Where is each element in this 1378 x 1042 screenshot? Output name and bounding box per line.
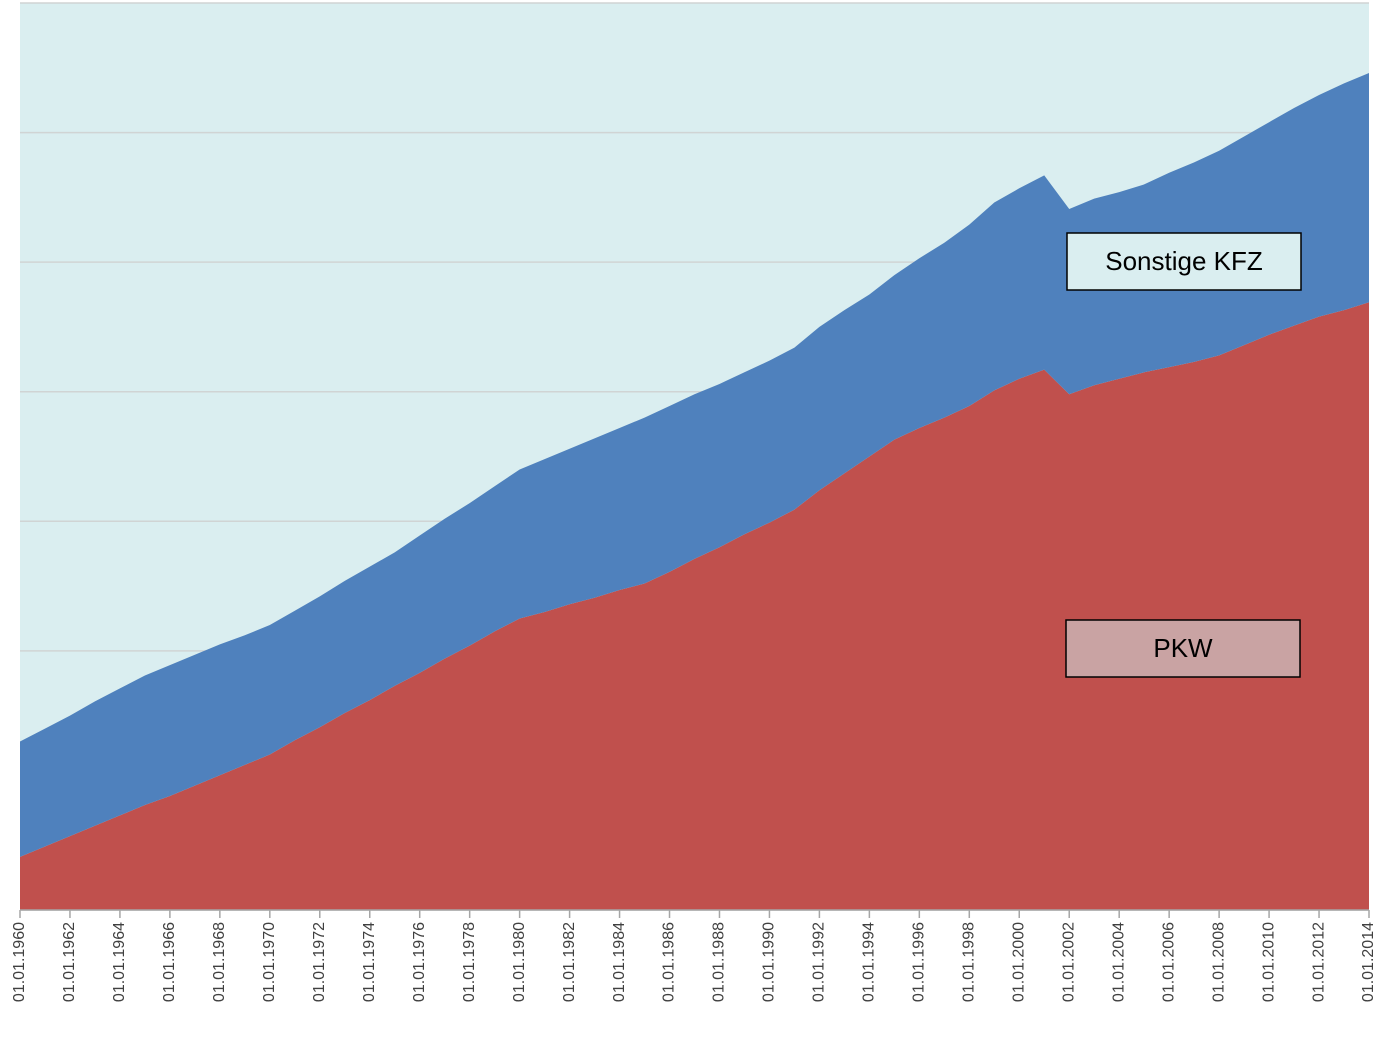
x-tick-label: 01.01.2010 [1260,922,1277,1002]
x-tick-label: 01.01.2002 [1060,922,1077,1002]
x-tick-label: 01.01.1966 [161,922,178,1002]
x-tick-label: 01.01.1962 [61,922,78,1002]
x-tick-label: 01.01.2004 [1110,922,1127,1002]
x-tick-label: 01.01.2012 [1310,922,1327,1002]
x-tick-label: 01.01.1968 [211,922,228,1002]
area [20,72,1369,857]
x-tick-label: 01.01.1980 [511,922,528,1002]
x-tick-label: 01.01.1986 [661,922,678,1002]
x-tick-label: 01.01.1972 [311,922,328,1002]
x-tick-label: 01.01.1982 [561,922,578,1002]
x-tick-label: 01.01.1960 [11,922,28,1002]
x-tick-label: 01.01.1964 [111,922,128,1002]
x-tick-label: 01.01.1976 [411,922,428,1002]
x-tick-label: 01.01.2006 [1160,922,1177,1002]
legend-label: PKW [1153,633,1213,663]
x-tick-label: 01.01.1990 [761,922,778,1002]
x-tick-label: 01.01.2000 [1010,922,1027,1002]
legend-box [1065,619,1301,678]
x-tick-label: 01.01.1978 [461,922,478,1002]
x-tick-label: 01.01.1998 [961,922,978,1002]
x-tick-label: 01.01.1992 [811,922,828,1002]
x-tick-label: 01.01.1988 [711,922,728,1002]
x-tick-label: 01.01.1994 [861,922,878,1002]
area [20,302,1369,910]
x-tick-label: 01.01.2008 [1210,922,1227,1002]
legend-box [1066,232,1302,291]
x-tick-label: 01.01.2014 [1360,922,1377,1002]
x-tick-label: 01.01.1984 [611,922,628,1002]
x-tick-label: 01.01.1974 [361,922,378,1002]
x-tick-label: 01.01.1970 [261,922,278,1002]
legend-label: Sonstige KFZ [1105,246,1263,276]
x-tick-label: 01.01.1996 [911,922,928,1002]
